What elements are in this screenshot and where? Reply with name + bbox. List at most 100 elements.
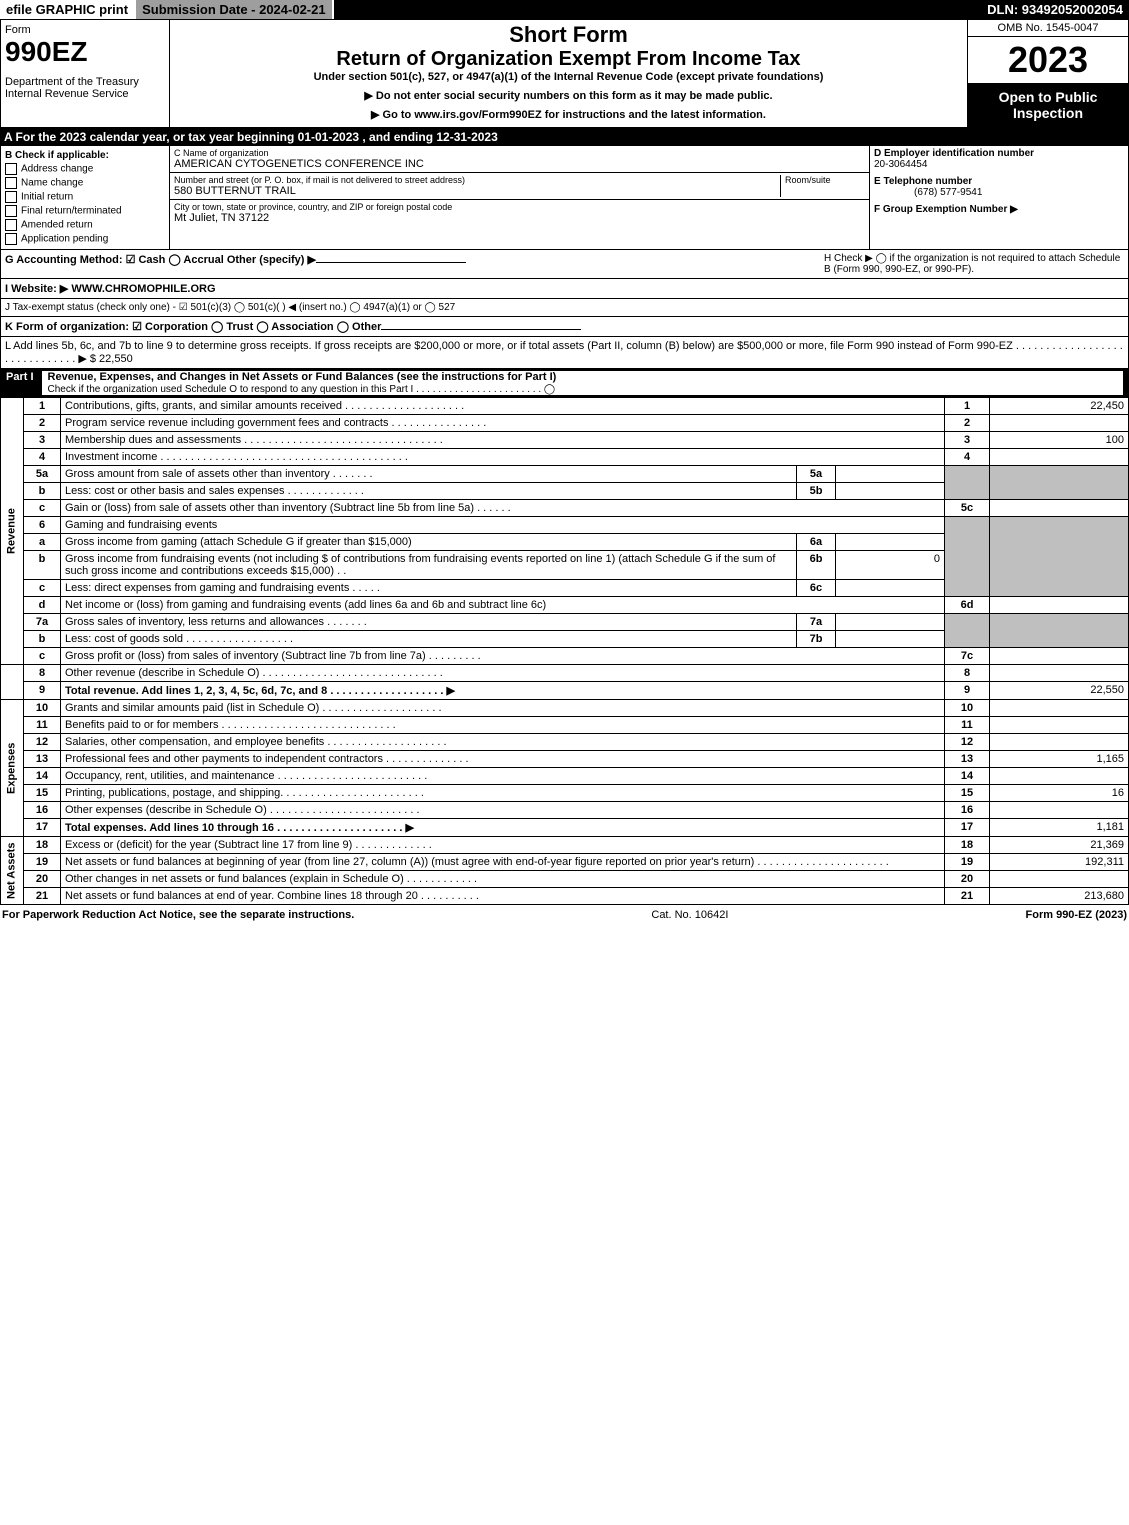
line-7c-num: c bbox=[24, 648, 61, 665]
note-ssn: ▶ Do not enter social security numbers o… bbox=[176, 89, 961, 102]
note-goto: ▶ Go to www.irs.gov/Form990EZ for instru… bbox=[176, 108, 961, 121]
line-15-desc: Printing, publications, postage, and shi… bbox=[61, 785, 945, 802]
part-i-check: Check if the organization used Schedule … bbox=[48, 384, 556, 395]
line-6d-rn: 6d bbox=[945, 597, 990, 614]
line-5c-rv bbox=[990, 500, 1129, 517]
line-6b-mn: 6b bbox=[797, 551, 836, 580]
line-9-desc: Total revenue. Add lines 1, 2, 3, 4, 5c,… bbox=[61, 682, 945, 700]
line-20-rv bbox=[990, 871, 1129, 888]
line-3-rn: 3 bbox=[945, 432, 990, 449]
line-11-rn: 11 bbox=[945, 717, 990, 734]
line-1-rv: 22,450 bbox=[990, 398, 1129, 415]
city-label: City or town, state or province, country… bbox=[174, 202, 865, 212]
line-1-rn: 1 bbox=[945, 398, 990, 415]
line-7b-desc: Less: cost of goods sold . . . . . . . .… bbox=[61, 631, 797, 648]
line-6b-num: b bbox=[24, 551, 61, 580]
line-7b-num: b bbox=[24, 631, 61, 648]
department-label: Department of the Treasury Internal Reve… bbox=[5, 76, 165, 100]
chk-amended-label: Amended return bbox=[21, 220, 93, 231]
line-14-num: 14 bbox=[24, 768, 61, 785]
chk-pending[interactable]: Application pending bbox=[5, 233, 165, 245]
line-4-rv bbox=[990, 449, 1129, 466]
line-5ab-rv-grey bbox=[990, 466, 1129, 500]
line-7a-desc: Gross sales of inventory, less returns a… bbox=[61, 614, 797, 631]
row-l-text: L Add lines 5b, 6c, and 7b to line 9 to … bbox=[5, 340, 1123, 365]
chk-amended[interactable]: Amended return bbox=[5, 219, 165, 231]
line-5a-mv bbox=[836, 466, 945, 483]
line-10-rv bbox=[990, 700, 1129, 717]
line-2-rn: 2 bbox=[945, 415, 990, 432]
chk-pending-label: Application pending bbox=[21, 234, 108, 245]
footer-mid: Cat. No. 10642I bbox=[651, 909, 728, 921]
line-12-rn: 12 bbox=[945, 734, 990, 751]
line-14-desc: Occupancy, rent, utilities, and maintena… bbox=[61, 768, 945, 785]
topbar-spacer bbox=[334, 0, 982, 19]
line-10-num: 10 bbox=[24, 700, 61, 717]
line-7a-num: 7a bbox=[24, 614, 61, 631]
line-20-desc: Other changes in net assets or fund bala… bbox=[61, 871, 945, 888]
line-6a-mv bbox=[836, 534, 945, 551]
part-i-header: Part I Revenue, Expenses, and Changes in… bbox=[0, 369, 1129, 397]
line-7ab-rv-grey bbox=[990, 614, 1129, 648]
footer-left: For Paperwork Reduction Act Notice, see … bbox=[2, 909, 354, 921]
line-19-num: 19 bbox=[24, 854, 61, 871]
line-21-rv: 213,680 bbox=[990, 888, 1129, 905]
dln: DLN: 93492052002054 bbox=[981, 0, 1129, 19]
chk-initial-label: Initial return bbox=[21, 192, 73, 203]
accounting-method: G Accounting Method: ☑ Cash ◯ Accrual Ot… bbox=[5, 254, 316, 266]
line-3-num: 3 bbox=[24, 432, 61, 449]
line-19-rv: 192,311 bbox=[990, 854, 1129, 871]
line-6a-desc: Gross income from gaming (attach Schedul… bbox=[61, 534, 797, 551]
header-middle: Short Form Return of Organization Exempt… bbox=[170, 20, 968, 127]
line-4-desc: Investment income . . . . . . . . . . . … bbox=[61, 449, 945, 466]
chk-final[interactable]: Final return/terminated bbox=[5, 205, 165, 217]
line-18-rn: 18 bbox=[945, 837, 990, 854]
addr: 580 BUTTERNUT TRAIL bbox=[174, 185, 780, 197]
form-header: Form 990EZ Department of the Treasury In… bbox=[0, 19, 1129, 128]
row-l: L Add lines 5b, 6c, and 7b to line 9 to … bbox=[0, 337, 1129, 369]
line-4-rn: 4 bbox=[945, 449, 990, 466]
ein-label: D Employer identification number bbox=[874, 148, 1034, 159]
line-16-desc: Other expenses (describe in Schedule O) … bbox=[61, 802, 945, 819]
org-name: AMERICAN CYTOGENETICS CONFERENCE INC bbox=[174, 158, 865, 170]
line-15-rn: 15 bbox=[945, 785, 990, 802]
line-6c-desc: Less: direct expenses from gaming and fu… bbox=[61, 580, 797, 597]
line-17-num: 17 bbox=[24, 819, 61, 837]
line-7b-mn: 7b bbox=[797, 631, 836, 648]
line-16-rn: 16 bbox=[945, 802, 990, 819]
line-18-rv: 21,369 bbox=[990, 837, 1129, 854]
line-13-rv: 1,165 bbox=[990, 751, 1129, 768]
line-7ab-rn-grey bbox=[945, 614, 990, 648]
line-5b-desc: Less: cost or other basis and sales expe… bbox=[61, 483, 797, 500]
line-19-rn: 19 bbox=[945, 854, 990, 871]
website[interactable]: I Website: ▶ WWW.CHROMOPHILE.ORG bbox=[5, 283, 216, 295]
vlabel-expenses: Expenses bbox=[1, 700, 24, 837]
chk-name[interactable]: Name change bbox=[5, 177, 165, 189]
section-def: D Employer identification number 20-3064… bbox=[870, 146, 1128, 249]
line-5b-num: b bbox=[24, 483, 61, 500]
form-org: K Form of organization: ☑ Corporation ◯ … bbox=[5, 321, 381, 333]
vlabel-revenue-cont bbox=[1, 665, 24, 700]
line-6abc-rv-grey bbox=[990, 517, 1129, 597]
line-6a-mn: 6a bbox=[797, 534, 836, 551]
line-5c-num: c bbox=[24, 500, 61, 517]
line-3-desc: Membership dues and assessments . . . . … bbox=[61, 432, 945, 449]
chk-address[interactable]: Address change bbox=[5, 163, 165, 175]
line-18-desc: Excess or (deficit) for the year (Subtra… bbox=[61, 837, 945, 854]
city: Mt Juliet, TN 37122 bbox=[174, 212, 865, 224]
form-number: 990EZ bbox=[5, 36, 165, 68]
line-6c-num: c bbox=[24, 580, 61, 597]
line-17-desc: Total expenses. Add lines 10 through 16 … bbox=[61, 819, 945, 837]
line-21-rn: 21 bbox=[945, 888, 990, 905]
ein: 20-3064454 bbox=[874, 159, 927, 170]
line-6-desc: Gaming and fundraising events bbox=[61, 517, 945, 534]
line-7c-rv bbox=[990, 648, 1129, 665]
vlabel-revenue: Revenue bbox=[1, 398, 24, 665]
part-i-label: Part I bbox=[6, 371, 42, 395]
row-j: J Tax-exempt status (check only one) - ☑… bbox=[0, 299, 1129, 317]
row-i: I Website: ▶ WWW.CHROMOPHILE.ORG bbox=[0, 279, 1129, 299]
line-5a-num: 5a bbox=[24, 466, 61, 483]
chk-initial[interactable]: Initial return bbox=[5, 191, 165, 203]
line-20-rn: 20 bbox=[945, 871, 990, 888]
open-inspection: Open to Public Inspection bbox=[968, 83, 1128, 127]
